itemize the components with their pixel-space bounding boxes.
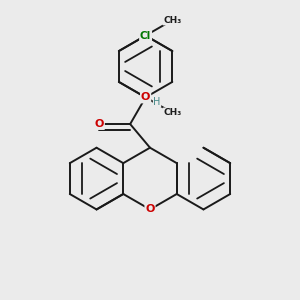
Text: O: O xyxy=(94,119,104,129)
Text: O: O xyxy=(141,31,150,40)
Text: N: N xyxy=(141,92,150,102)
Text: H: H xyxy=(153,97,161,107)
Text: Cl: Cl xyxy=(140,31,151,40)
Text: O: O xyxy=(145,204,155,214)
Text: CH₃: CH₃ xyxy=(163,108,182,117)
Text: O: O xyxy=(141,92,150,102)
Text: CH₃: CH₃ xyxy=(163,16,182,25)
